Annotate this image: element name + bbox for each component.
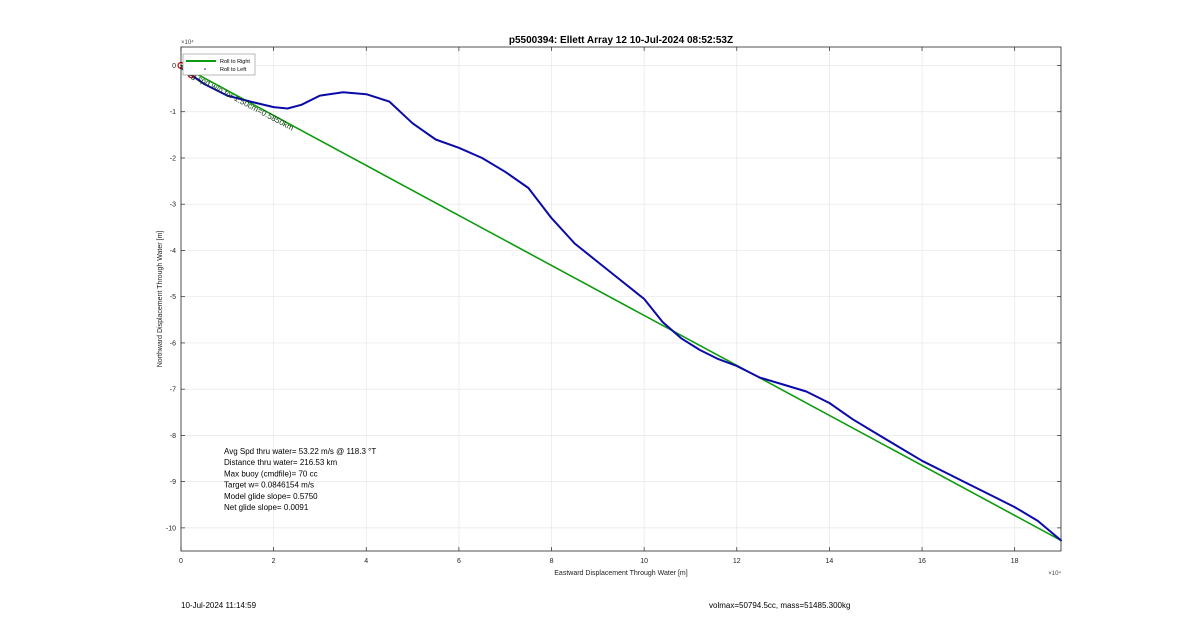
x-tick-label: 8 <box>550 558 554 565</box>
y-tick-label: -3 <box>170 202 176 209</box>
legend-label-roll-right: Roll to Right <box>220 59 250 65</box>
footer-timestamp: 10-Jul-2024 11:14:59 <box>181 601 257 610</box>
chart-title: p5500394: Ellett Array 12 10-Jul-2024 08… <box>509 35 733 46</box>
series-group <box>180 64 1062 542</box>
x-tick-label: 2 <box>272 558 276 565</box>
y-tick-label: -9 <box>170 479 176 486</box>
x-tick-label: 10 <box>640 558 648 565</box>
x-tick-label: 16 <box>918 558 926 565</box>
stats-annotation: Avg Spd thru water= 53.22 m/s @ 118.3 °T… <box>224 447 376 512</box>
y-tick-label: -7 <box>170 387 176 394</box>
stats-line: Avg Spd thru water= 53.22 m/s @ 118.3 °T <box>224 447 376 456</box>
y-axis-label: Northward Displacement Through Water [m] <box>157 231 164 368</box>
ticks-group: 0 2 4 6 8 10 12 14 16 18 0 -1 -2 -3 -4 -5 -6 -7 -8 -9 -10 <box>166 47 1061 565</box>
stats-line: Model glide slope= 0.5750 <box>224 492 318 501</box>
x-axis-label: Eastward Displacement Through Water [m] <box>554 570 687 577</box>
y-tick-label: -4 <box>170 248 176 255</box>
y-tick-label: 0 <box>172 63 176 70</box>
stats-line: Distance thru water= 216.53 km <box>224 458 338 467</box>
x-tick-label: 18 <box>1011 558 1019 565</box>
legend: Roll to Right Roll to Left <box>182 53 256 76</box>
y-tick-label: -5 <box>170 294 176 301</box>
y-tick-label: -10 <box>166 525 176 532</box>
series-line-roll-right <box>180 64 1062 542</box>
y-tick-label: -6 <box>170 340 176 347</box>
series-line-track <box>180 66 1062 542</box>
y-tick-label: -2 <box>170 155 176 162</box>
y-tick-label: -8 <box>170 433 176 440</box>
x-tick-label: 14 <box>826 558 834 565</box>
x-tick-label: 0 <box>179 558 183 565</box>
footer-volmax-mass: volmax=50794.5cc, mass=51485.300kg <box>709 601 851 610</box>
stats-line: Max buoy (cmdfile)= 70 cc <box>224 469 318 478</box>
x-exponent-label: ×10⁴ <box>1048 570 1061 577</box>
plot-frame <box>180 46 1062 552</box>
legend-swatch-roll-left <box>204 68 206 70</box>
plot-background <box>181 47 1061 551</box>
stats-line: Target w= 0.0846154 m/s <box>224 481 314 490</box>
x-tick-label: 4 <box>364 558 368 565</box>
grid <box>180 47 1061 551</box>
x-tick-label: 12 <box>733 558 741 565</box>
legend-label-roll-left: Roll to Left <box>220 67 247 73</box>
legend-box <box>182 53 256 76</box>
y-tick-label: -1 <box>170 109 176 116</box>
y-exponent-label: ×10⁴ <box>181 39 194 46</box>
x-tick-label: 6 <box>457 558 461 565</box>
stats-line: Net glide slope= 0.0091 <box>224 503 309 512</box>
